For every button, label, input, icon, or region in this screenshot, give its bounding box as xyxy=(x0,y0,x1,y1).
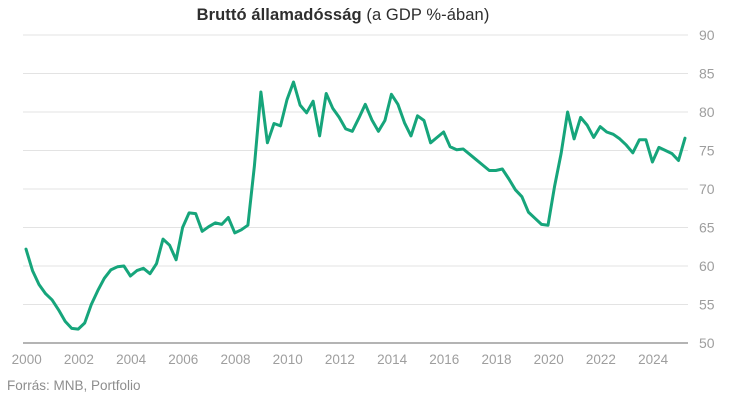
chart-title: Bruttó államadósság (a GDP %-ában) xyxy=(0,5,686,25)
y-axis-label: 60 xyxy=(699,258,715,274)
y-axis-label: 90 xyxy=(699,27,715,43)
x-axis-label: 2014 xyxy=(377,352,408,367)
y-axis-label: 50 xyxy=(699,335,715,351)
x-axis-label: 2010 xyxy=(273,352,303,367)
source-note: Forrás: MNB, Portfolio xyxy=(7,378,141,393)
x-axis-label: 2000 xyxy=(12,352,42,367)
chart-title-main: Bruttó államadósság xyxy=(196,6,362,24)
x-axis-label: 2006 xyxy=(168,352,198,367)
debt-line xyxy=(24,80,687,331)
x-axis-label: 2022 xyxy=(586,352,616,367)
x-axis-label: 2020 xyxy=(534,352,564,367)
x-axis-label: 2018 xyxy=(481,352,511,367)
x-axis-label: 2004 xyxy=(116,352,147,367)
x-axis-label: 2024 xyxy=(638,352,669,367)
x-axis-label: 2002 xyxy=(64,352,94,367)
y-axis-label: 80 xyxy=(699,104,715,120)
y-axis-label: 75 xyxy=(699,143,715,159)
y-axis-label: 70 xyxy=(699,181,715,197)
y-axis-label: 85 xyxy=(699,66,715,82)
x-axis-label: 2008 xyxy=(220,352,250,367)
chart-title-subtitle: (a GDP %-ában) xyxy=(361,6,490,24)
x-axis-label: 2016 xyxy=(429,352,459,367)
y-axis-label: 65 xyxy=(699,220,715,236)
y-axis-label: 55 xyxy=(699,297,715,313)
x-axis-label: 2012 xyxy=(325,352,355,367)
